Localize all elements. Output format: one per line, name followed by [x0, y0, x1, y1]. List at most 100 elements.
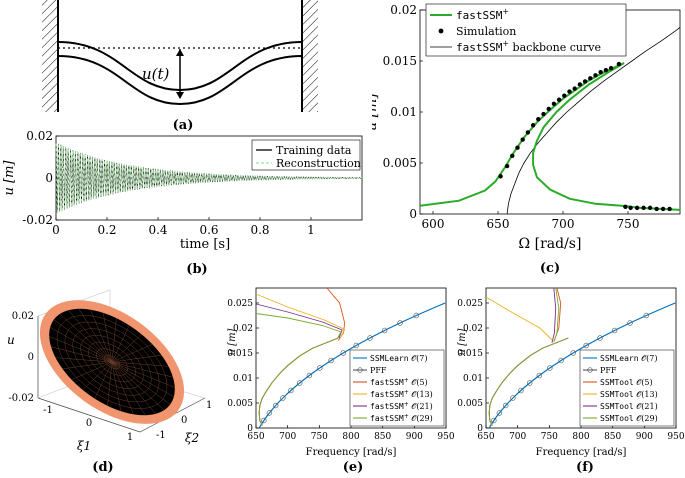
arrow-head-up [176, 49, 184, 56]
x-tick-label: 900 [406, 432, 423, 442]
pff-marker [627, 320, 633, 326]
pff-marker [328, 357, 334, 364]
legend-entry-1: PFF [600, 366, 617, 375]
legend-entry-0: fastSSM+ [456, 7, 509, 22]
pff-marker [273, 402, 279, 409]
legend-entry-3: fastSSM+ 𝒪(13) [370, 389, 433, 399]
y-tick-label: 0.025 [227, 299, 253, 309]
y-tick-label: 0.01 [463, 374, 483, 384]
z-tick-label: -0.02 [8, 393, 34, 404]
y-tick-label: 0.02 [233, 324, 253, 334]
right-wall-hatch [302, 0, 318, 112]
simulation-point [577, 82, 583, 87]
simulation-point [667, 206, 672, 212]
legend-suffix: backbone curve [509, 41, 601, 54]
legend-marker [587, 367, 593, 373]
series-tip-4 [255, 303, 343, 339]
legend-box [579, 349, 675, 427]
x-tick-label: 750 [617, 217, 640, 231]
legend-entry-5: SSMTool 𝒪(29) [600, 414, 658, 423]
legend-text: SSMTool [600, 378, 634, 387]
simulation-point [608, 65, 614, 71]
legend-sup: + [502, 7, 509, 16]
simulation-point [616, 61, 622, 67]
x-tick-label: 0.8 [250, 223, 269, 237]
series-tip-3 [485, 296, 553, 341]
mesh-spoke [50, 327, 174, 397]
legend-entry-5: fastSSM+ 𝒪(29) [370, 413, 433, 423]
legend-box [425, 3, 627, 57]
y-tick-label: 1 [206, 400, 212, 411]
x-tick-label: 700 [552, 217, 575, 231]
series-tip-5 [255, 313, 342, 339]
legend-entry-2: SSMTool 𝒪(5) [600, 378, 653, 387]
z-axis-label: u [7, 333, 15, 347]
x-axis-label: time [s] [180, 237, 230, 252]
x-tick-label: 0.4 [148, 223, 167, 237]
chart-fastssm-comparison: 650 700 750 800 850 900 950 0 0.005 0.01 0.015 0.02… [227, 287, 455, 458]
legend-order: 𝒪(5) [409, 378, 428, 387]
legend-entry-1: Reconstruction [276, 157, 361, 170]
pff-marker [518, 387, 524, 394]
pff-marker [597, 335, 603, 341]
legend-text: SSMTool [600, 414, 634, 423]
y-tick-label: 0.025 [457, 299, 483, 309]
pff-marker [503, 402, 509, 409]
label-f: (f) [576, 460, 594, 475]
legend-text: SSMTool [600, 390, 634, 399]
legend-entry-2: fastSSM+ backbone curve [456, 39, 601, 54]
legend-text: fastSSM [370, 414, 404, 423]
manifold-surface [39, 300, 185, 424]
y-axis-label: u [m] [457, 328, 468, 355]
pff-marker [317, 365, 323, 371]
series-tip-5 [553, 287, 560, 343]
x-tick-label: 950 [437, 432, 454, 442]
label-b: (b) [186, 262, 208, 277]
x-tick-label: 700 [509, 432, 526, 442]
series-tip-2 [326, 287, 346, 341]
x-tick-label: 850 [374, 432, 391, 442]
series-lower-5 [488, 337, 569, 426]
simulation-point [551, 101, 557, 107]
pff-marker [397, 320, 403, 326]
legend-order: 𝒪(21) [634, 402, 658, 411]
y-tick-label: 0 [247, 424, 253, 434]
pff-marker [547, 365, 553, 371]
pff-marker [583, 342, 589, 349]
legend-text: fastSSM [456, 41, 503, 54]
pff-marker [340, 350, 346, 356]
simulation-point [588, 76, 593, 81]
simulation-point [515, 145, 520, 150]
pff-marker [496, 410, 503, 416]
y-tick-label: 0.01 [233, 374, 253, 384]
legend-entry-0: SSMLearn 𝒪(7) [600, 354, 657, 363]
legend-entry-4: fastSSM+ 𝒪(21) [370, 401, 433, 411]
legend-entry-4: SSMTool 𝒪(21) [600, 402, 658, 411]
series-tip-4 [551, 287, 557, 344]
y-tick-label: 0.015 [383, 54, 417, 68]
simulation-point [546, 106, 551, 112]
y-tick-label: 0.01 [390, 105, 417, 119]
legend-swatch-simulation [438, 28, 444, 34]
x-tick-label: 950 [667, 432, 684, 442]
x-axis-label: Frequency [rad/s] [536, 447, 627, 458]
y-tick-label: 0 [181, 415, 187, 426]
legend-order: 𝒪(7) [409, 354, 428, 363]
series-lower-4 [258, 337, 339, 426]
x-tick-label: 700 [279, 432, 296, 442]
series-line-0 [55, 142, 363, 213]
x-tick-label: -1 [43, 405, 53, 416]
x-tick-label: 650 [247, 432, 264, 442]
pff-marker [367, 335, 373, 341]
legend-order: 𝒪(7) [639, 354, 658, 363]
legend-entry-1: PFF [370, 366, 387, 375]
pff-marker [381, 327, 388, 334]
legend-sup: + [404, 389, 409, 396]
simulation-point [556, 97, 562, 102]
pff-marker [570, 350, 576, 356]
legend-entry-2: fastSSM+ 𝒪(5) [370, 377, 428, 387]
simulation-point [567, 89, 572, 94]
x-tick-label: 0 [52, 223, 60, 237]
